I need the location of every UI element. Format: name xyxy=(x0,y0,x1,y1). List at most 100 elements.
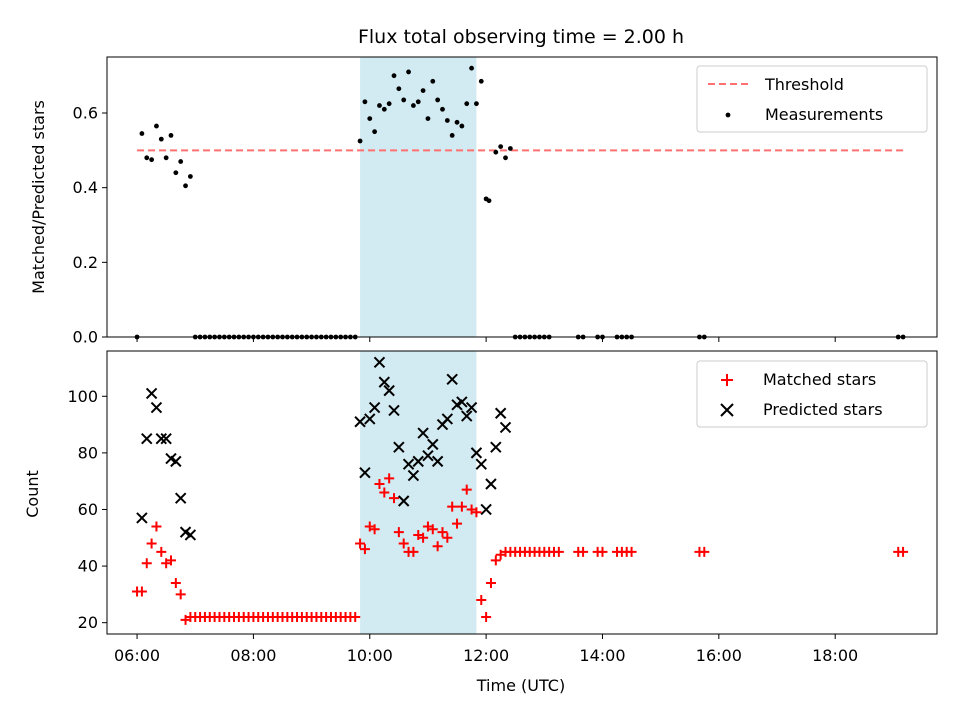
legend-measurements-label: Measurements xyxy=(765,105,883,124)
measurement-point xyxy=(372,129,378,135)
measurement-point xyxy=(154,123,159,129)
predicted-star-marker xyxy=(412,455,424,468)
predicted-star-marker xyxy=(402,458,415,470)
predicted-star-marker xyxy=(368,401,381,414)
matched-star-marker xyxy=(442,532,453,543)
matched-star-marker xyxy=(379,487,390,498)
bottom-ytick-label: 80 xyxy=(78,443,98,462)
measurement-point xyxy=(377,103,382,108)
measurement-point xyxy=(144,155,150,161)
matched-star-marker xyxy=(626,546,637,557)
measurement-point xyxy=(401,97,407,103)
legend-threshold-label: Threshold xyxy=(764,75,844,94)
bottom-ytick-label: 60 xyxy=(78,500,98,519)
predicted-star-marker xyxy=(446,373,458,386)
top-ytick-label: 0.2 xyxy=(73,253,98,272)
predicted-star-marker xyxy=(150,401,163,414)
predicted-star-marker xyxy=(378,376,391,388)
matched-star-marker xyxy=(165,555,176,566)
measurement-point xyxy=(493,149,499,155)
predicted-star-marker xyxy=(456,396,468,408)
measurement-point xyxy=(386,101,392,107)
bottom-highlight-span xyxy=(360,351,477,634)
predicted-star-marker xyxy=(422,450,434,462)
measurement-point xyxy=(498,144,504,150)
predicted-star-marker xyxy=(359,466,371,479)
top-x-ticks xyxy=(136,337,836,342)
bottom-y-axis-label: Count xyxy=(23,470,42,518)
top-y-axis-label: Matched/Predicted stars xyxy=(29,100,48,294)
measurement-point xyxy=(454,119,460,125)
bottom-ytick-label: 40 xyxy=(78,557,98,576)
predicted-star-marker xyxy=(480,503,492,516)
predicted-star-marker xyxy=(485,478,497,490)
predicted-star-marker xyxy=(364,413,376,425)
measurement-point xyxy=(464,101,470,107)
measurement-point xyxy=(503,155,508,161)
measurement-point xyxy=(158,136,164,142)
matched-star-marker xyxy=(350,612,361,623)
measurement-point xyxy=(139,131,145,136)
matched-star-marker xyxy=(437,527,448,538)
matched-star-marker xyxy=(597,546,608,557)
bottom-ytick-label: 20 xyxy=(78,613,98,632)
matched-star-marker xyxy=(374,479,385,490)
legend-measurements-swatch xyxy=(725,112,731,118)
highlight-span-rect xyxy=(360,351,477,634)
predicted-star-marker xyxy=(170,455,182,468)
matched-star-marker xyxy=(447,501,458,512)
bottom-y-ticks: 20 40 60 80 100 xyxy=(67,387,107,632)
predicted-star-marker xyxy=(145,387,158,400)
measurement-point xyxy=(168,133,174,138)
matched-star-marker xyxy=(898,546,909,557)
matched-star-marker xyxy=(427,524,438,535)
matched-star-marker xyxy=(471,507,482,518)
measurement-point xyxy=(507,146,513,151)
top-y-ticks: 0.0 0.2 0.4 0.6 xyxy=(73,104,107,347)
xtick-label: 18:00 xyxy=(812,646,858,665)
measurement-point xyxy=(430,78,436,84)
matched-star-marker xyxy=(175,589,186,600)
bottom-x-ticks: 06:00 08:00 10:00 12:00 14:00 16:00 18:00 xyxy=(114,634,858,665)
matched-star-marker xyxy=(355,538,366,549)
xtick-label: 14:00 xyxy=(579,646,625,665)
chart-title: Flux total observing time = 2.00 h xyxy=(358,26,684,48)
top-highlight-span xyxy=(360,57,477,337)
matched-star-marker xyxy=(384,473,395,484)
top-legend: Threshold Measurements xyxy=(696,65,928,133)
matched-star-marker xyxy=(476,595,487,606)
predicted-star-marker xyxy=(407,469,420,482)
matched-star-marker xyxy=(461,484,472,495)
predicted-star-marker xyxy=(494,407,507,419)
predicted-star-marker xyxy=(490,441,502,453)
matched-star-marker xyxy=(389,493,400,504)
predicted-star-marker xyxy=(461,410,473,422)
xtick-label: 10:00 xyxy=(347,646,393,665)
matched-star-marker xyxy=(490,555,501,566)
matched-star-marker xyxy=(141,558,152,569)
matched-star-marker xyxy=(393,527,404,538)
matched-star-marker xyxy=(456,501,467,512)
measurement-point xyxy=(178,159,184,164)
bottom-legend: Matched stars Predicted stars xyxy=(696,360,928,428)
measurement-point xyxy=(474,101,479,107)
measurement-point xyxy=(149,157,155,163)
measurement-point xyxy=(411,103,416,108)
measurement-point xyxy=(357,138,363,144)
measurement-point xyxy=(459,123,465,129)
predicted-star-marker xyxy=(141,433,153,445)
legend-predicted-swatch xyxy=(720,403,734,417)
legend-predicted-label: Predicted stars xyxy=(763,400,883,419)
predicted-star-marker xyxy=(417,427,429,439)
matched-star-marker xyxy=(481,612,492,623)
measurement-point xyxy=(396,86,402,92)
matched-star-marker xyxy=(452,518,463,529)
matched-star-marker xyxy=(398,538,409,549)
bottom-predicted-points xyxy=(136,356,512,541)
measurement-point xyxy=(435,97,441,103)
xtick-label: 16:00 xyxy=(696,646,742,665)
predicted-star-marker xyxy=(465,401,478,414)
predicted-star-marker xyxy=(427,438,439,451)
predicted-star-marker xyxy=(393,441,405,453)
measurement-point xyxy=(406,69,411,75)
